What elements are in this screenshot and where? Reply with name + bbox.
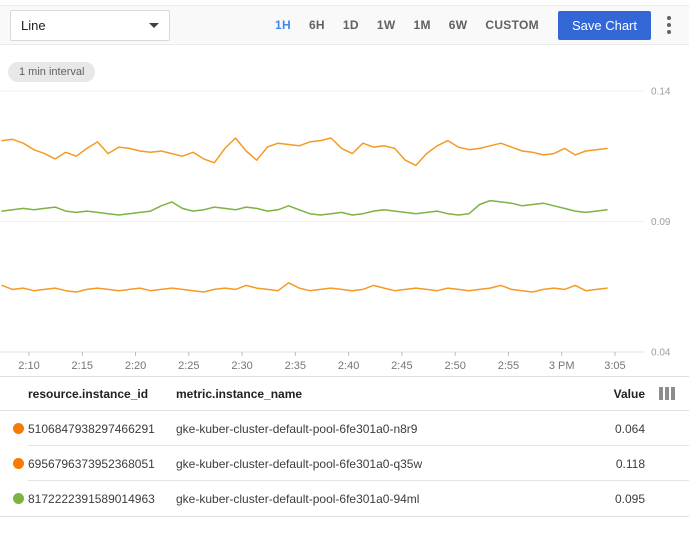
cell-instance-name: gke-kuber-cluster-default-pool-6fe301a0-… (176, 421, 418, 436)
row-divider (28, 480, 689, 481)
cell-instance-name: gke-kuber-cluster-default-pool-6fe301a0-… (176, 456, 423, 471)
x-axis-label: 2:55 (498, 360, 519, 372)
chart-canvas[interactable]: 0.14 0.09 0.04 2:10 2:15 2:20 2:25 2:30 2:35 2:40… (0, 45, 689, 376)
x-axis-label: 2:40 (338, 360, 359, 372)
legend-table-header: resource.instance_id metric.instance_nam… (0, 376, 689, 411)
series-color-dot (13, 458, 24, 469)
line-chart: 1 min interval 0.14 0.09 0.04 2:10 2:15 2:20 2… (0, 45, 689, 376)
chart-line-2 (1, 282, 608, 293)
table-row[interactable]: 8172222391589014963 gke-kuber-cluster-de… (0, 481, 689, 516)
cell-value: 0.064 (614, 421, 645, 436)
y-axis-label: 0.14 (651, 87, 671, 98)
x-axis-label: 3:05 (604, 360, 625, 372)
x-axis-label: 2:50 (444, 360, 465, 372)
time-range-1m[interactable]: 1M (413, 18, 431, 32)
x-axis-label: 2:15 (72, 360, 93, 372)
cell-instance-id: 5106847938297466291 (28, 421, 155, 436)
col-header-instance-id: resource.instance_id (28, 386, 149, 401)
cell-value: 0.095 (614, 491, 645, 506)
chart-type-select[interactable]: Line (10, 9, 170, 41)
legend-table: resource.instance_id metric.instance_nam… (0, 376, 689, 517)
x-axis-label: 2:45 (391, 360, 412, 372)
x-axis-label: 2:25 (178, 360, 199, 372)
table-row[interactable]: 5106847938297466291 gke-kuber-cluster-de… (0, 411, 689, 446)
x-axis-label: 2:30 (231, 360, 252, 372)
cell-instance-name: gke-kuber-cluster-default-pool-6fe301a0-… (176, 491, 420, 506)
chevron-down-icon (149, 22, 159, 28)
x-axis-label: 2:20 (125, 360, 146, 372)
x-axis-label: 2:10 (18, 360, 39, 372)
interval-chip: 1 min interval (8, 62, 96, 82)
time-range-1w[interactable]: 1W (376, 18, 396, 32)
series-color-dot (13, 493, 24, 504)
table-row[interactable]: 6956796373952368051 gke-kuber-cluster-de… (0, 446, 689, 481)
time-range-1h[interactable]: 1H (275, 18, 291, 32)
cell-instance-id: 6956796373952368051 (28, 456, 155, 471)
column-selector-icon[interactable] (645, 387, 689, 400)
col-header-value: Value (613, 386, 645, 401)
col-header-instance-name: metric.instance_name (176, 386, 303, 401)
time-range-custom[interactable]: CUSTOM (485, 18, 539, 32)
x-axis-label: 3 PM (549, 360, 575, 372)
y-axis-label: 0.09 (651, 217, 671, 228)
save-chart-button[interactable]: Save Chart (557, 10, 651, 40)
row-divider (28, 445, 689, 446)
cell-value: 0.118 (615, 456, 645, 471)
time-range-6w[interactable]: 6W (448, 18, 468, 32)
chart-toolbar: Line 1H 6H 1D 1W 1M 6W CUSTOM Save Chart (0, 5, 689, 45)
chart-line-0 (1, 137, 608, 167)
series-color-dot (13, 423, 24, 434)
cell-instance-id: 8172222391589014963 (28, 491, 155, 506)
chart-type-value: Line (21, 17, 46, 33)
y-axis-label: 0.04 (651, 348, 671, 359)
time-range-1d[interactable]: 1D (342, 18, 359, 32)
time-range-6h[interactable]: 6H (308, 18, 325, 32)
x-axis-label: 2:35 (285, 360, 306, 372)
more-options-icon[interactable] (663, 12, 675, 38)
time-range-group: 1H 6H 1D 1W 1M 6W CUSTOM (266, 12, 548, 38)
chart-line-1 (1, 199, 608, 216)
